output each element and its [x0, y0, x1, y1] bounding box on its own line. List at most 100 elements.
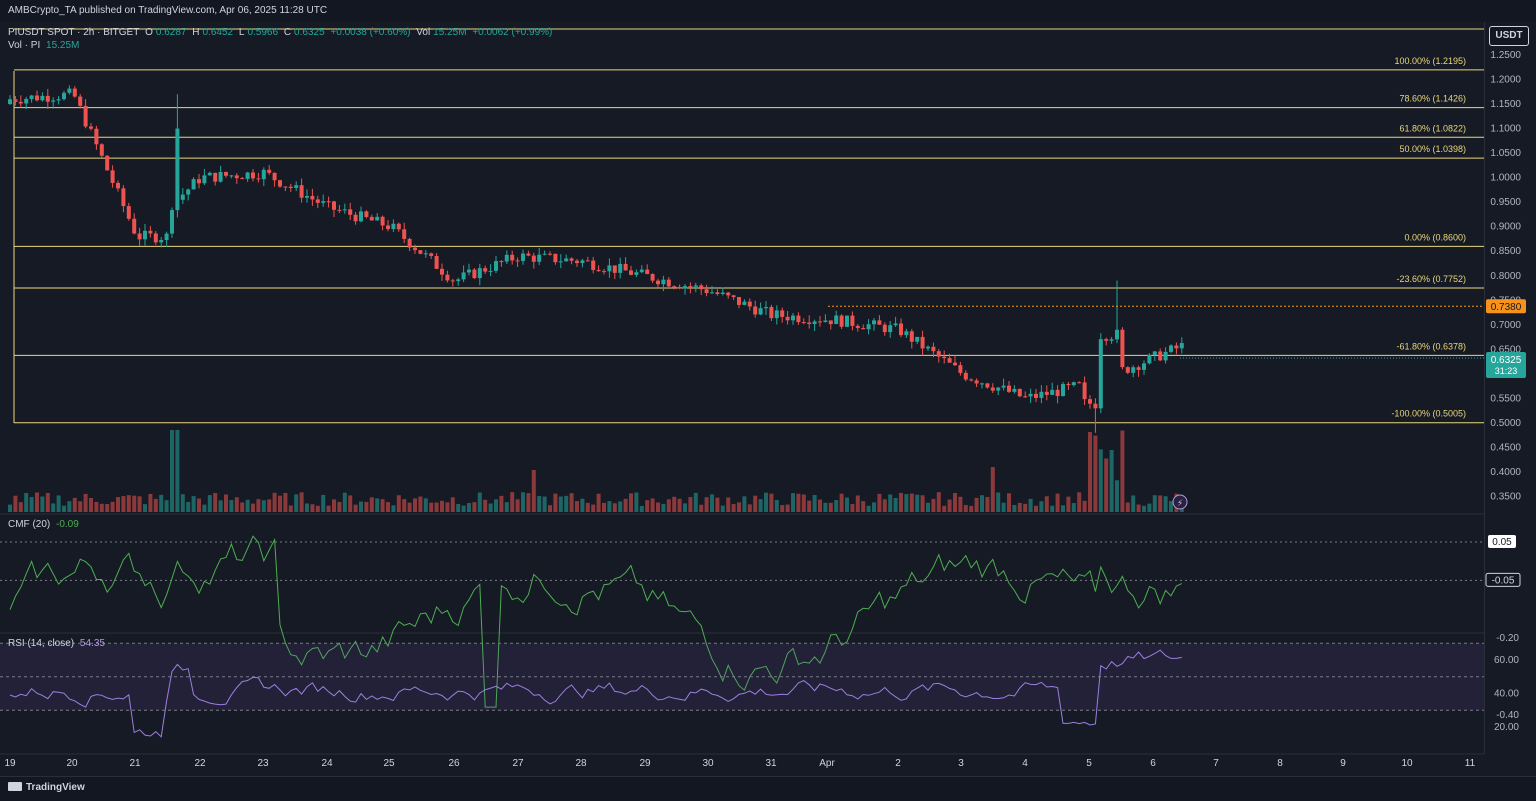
- chart-canvas[interactable]: 100.00% (1.2195) 78.60% (1.1426) 61.80% (1…: [0, 0, 1484, 776]
- candle-body: [1077, 382, 1082, 384]
- volume-bar: [456, 504, 461, 512]
- volume-bar: [305, 503, 309, 512]
- volume-bar: [677, 498, 682, 512]
- publisher-info: AMBCrypto_TA published on TradingView.co…: [8, 5, 328, 16]
- candle-body: [105, 155, 110, 171]
- candle-body: [445, 274, 450, 281]
- volume-bar: [56, 495, 61, 512]
- time-tick-label: 29: [639, 758, 651, 769]
- candle-body: [440, 268, 444, 275]
- volume-bar: [861, 501, 866, 512]
- volume-bar: [159, 494, 164, 512]
- candle-body: [72, 88, 77, 97]
- volume-bar: [807, 500, 812, 512]
- candle-body: [915, 336, 920, 342]
- candle-body: [83, 105, 88, 127]
- candle-body: [45, 95, 50, 102]
- volume-bar: [580, 498, 585, 512]
- candle-body: [747, 301, 752, 307]
- volume-bar: [224, 494, 228, 512]
- candle-body: [494, 261, 498, 271]
- volume-bar: [386, 502, 390, 512]
- candle-body: [1028, 393, 1033, 397]
- volume-bar: [542, 496, 547, 512]
- volume-bar: [148, 494, 153, 512]
- currency-button[interactable]: USDT: [1489, 26, 1529, 46]
- symbol-legend[interactable]: PIUSDT SPOT · 2h · BITGET O 0.6287 H 0.645…: [8, 27, 553, 38]
- volume-bar: [531, 470, 536, 512]
- candle-body: [18, 101, 23, 104]
- volume-bar: [175, 430, 180, 512]
- rsi-legend[interactable]: RSI (14, close) 54.35: [8, 638, 108, 649]
- volume-bar: [423, 498, 428, 512]
- volume-bar: [256, 499, 261, 512]
- volume-bar: [569, 493, 574, 512]
- candle-body: [1174, 345, 1179, 349]
- time-tick-label: 7: [1213, 758, 1219, 769]
- volume-bar: [245, 499, 250, 512]
- volume-bar: [1125, 502, 1130, 512]
- volume-bar: [126, 495, 131, 512]
- candle-body: [94, 128, 99, 145]
- volume-bar: [634, 492, 639, 512]
- candle-body: [1163, 351, 1168, 361]
- volume-bar: [872, 502, 876, 512]
- volume-bar: [785, 504, 790, 512]
- volume-bar: [402, 499, 407, 512]
- candle-body: [450, 280, 455, 282]
- candle-body: [931, 346, 936, 352]
- volume-bar: [440, 500, 444, 512]
- cmf-legend[interactable]: CMF (20) -0.09: [8, 519, 82, 530]
- volume-bar: [909, 493, 914, 512]
- volume-legend[interactable]: Vol · PI 15.25M: [8, 40, 82, 51]
- candle-body: [24, 98, 29, 104]
- candle-body: [531, 255, 536, 262]
- volume-bar: [661, 503, 666, 512]
- fib-label: 100.00% (1.2195): [1394, 56, 1466, 66]
- symbol-name[interactable]: PIUSDT SPOT · 2h · BITGET: [8, 27, 140, 38]
- fib-label: 61.80% (1.0822): [1399, 123, 1466, 133]
- volume-bar: [585, 502, 590, 512]
- candle-body: [731, 295, 736, 298]
- candle-body: [402, 229, 407, 239]
- volume-bar: [515, 499, 520, 512]
- volume-bar: [24, 492, 29, 512]
- candle-body: [429, 253, 434, 256]
- volume-bar: [510, 492, 515, 512]
- volume-bar: [1077, 492, 1082, 512]
- candle-body: [834, 315, 839, 325]
- price-axis[interactable]: [1484, 22, 1536, 754]
- candle-body: [35, 95, 39, 101]
- volume-bar: [488, 503, 493, 512]
- candle-body: [56, 99, 61, 101]
- time-tick-label: 6: [1150, 758, 1156, 769]
- volume-bar: [218, 500, 223, 512]
- candle-body: [699, 285, 704, 290]
- volume-bar: [1098, 449, 1103, 512]
- volume-bar: [121, 496, 126, 512]
- candle-body: [985, 383, 990, 388]
- candle-body: [801, 322, 806, 324]
- rsi-legend-value: 54.35: [79, 638, 105, 649]
- tradingview-brand: TradingView: [26, 782, 85, 793]
- tradingview-logo[interactable]: TradingView: [8, 782, 85, 793]
- candle-body: [504, 254, 509, 262]
- volume-bar: [737, 502, 741, 512]
- candle-body: [261, 169, 266, 180]
- candle-body: [418, 250, 423, 254]
- candle-body: [164, 233, 169, 241]
- candle-body: [375, 216, 380, 221]
- volume-bar: [332, 499, 336, 512]
- time-tick-label: Apr: [819, 758, 835, 769]
- volume-bar: [564, 495, 569, 512]
- volume-bar: [267, 499, 272, 512]
- candle-body: [769, 307, 774, 319]
- candle-body: [1066, 383, 1071, 386]
- low-value: 0.5966: [247, 27, 279, 38]
- fib-label: -23.60% (0.7752): [1396, 274, 1466, 284]
- candle-body: [839, 315, 844, 327]
- time-tick-label: 3: [958, 758, 964, 769]
- volume-bar: [434, 502, 439, 512]
- volume-bar: [229, 500, 234, 512]
- candle-body: [650, 274, 655, 281]
